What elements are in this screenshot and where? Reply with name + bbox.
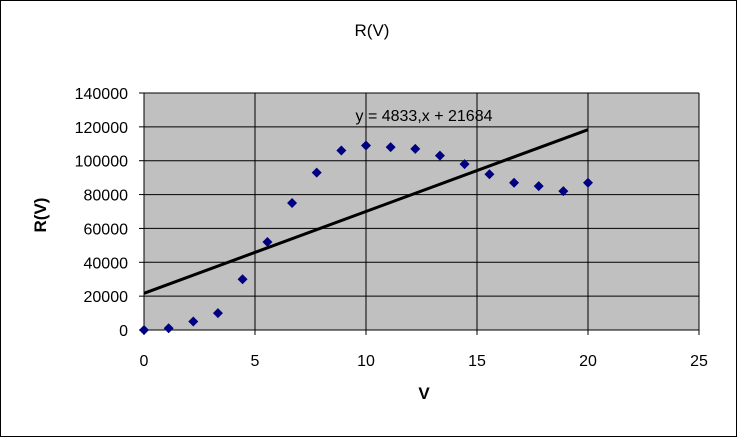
data-point xyxy=(311,167,322,178)
data-point xyxy=(163,323,174,334)
y-tick-label: 60000 xyxy=(84,221,129,238)
data-point xyxy=(212,308,223,319)
x-tick-label: 25 xyxy=(690,353,708,370)
data-point xyxy=(262,236,273,247)
y-axis-tick-labels: 0 20000 40000 60000 80000 100000 120000 140000 xyxy=(75,86,128,340)
data-point xyxy=(336,145,347,156)
x-tick-label: 10 xyxy=(357,353,375,370)
chart-title: R(V) xyxy=(355,21,390,40)
x-tick-label: 20 xyxy=(579,353,597,370)
data-point xyxy=(558,186,569,197)
x-tick-label: 5 xyxy=(251,353,260,370)
x-tick-label: 15 xyxy=(468,353,486,370)
y-axis-title: R(V) xyxy=(31,198,50,233)
y-tick-label: 80000 xyxy=(84,188,129,205)
data-point xyxy=(583,177,593,188)
x-tick-label: 0 xyxy=(140,353,149,370)
data-point xyxy=(434,150,445,161)
data-point xyxy=(459,159,470,170)
data-point xyxy=(484,169,495,180)
gridlines xyxy=(144,92,700,330)
plot-area xyxy=(144,93,699,330)
data-point xyxy=(533,181,544,192)
trendline-equation: y = 4833,x + 21684 xyxy=(356,108,493,125)
y-tick-label: 0 xyxy=(119,323,128,340)
y-tick-label: 120000 xyxy=(75,120,128,137)
y-tick-label: 100000 xyxy=(75,154,128,171)
x-axis-title: V xyxy=(418,384,430,403)
data-point xyxy=(385,142,396,153)
data-point xyxy=(237,274,248,285)
data-point xyxy=(139,325,149,335)
trendline xyxy=(143,128,589,295)
data-point xyxy=(410,143,421,154)
data-point xyxy=(361,140,371,151)
y-tick-label: 20000 xyxy=(84,289,129,306)
y-tick-label: 40000 xyxy=(84,255,129,272)
data-point xyxy=(287,198,298,209)
y-tick-label: 140000 xyxy=(75,86,128,103)
data-points xyxy=(139,140,593,335)
data-point xyxy=(509,177,520,188)
data-point xyxy=(188,316,199,327)
x-axis-tick-labels: 0 5 10 15 20 25 xyxy=(140,353,708,370)
